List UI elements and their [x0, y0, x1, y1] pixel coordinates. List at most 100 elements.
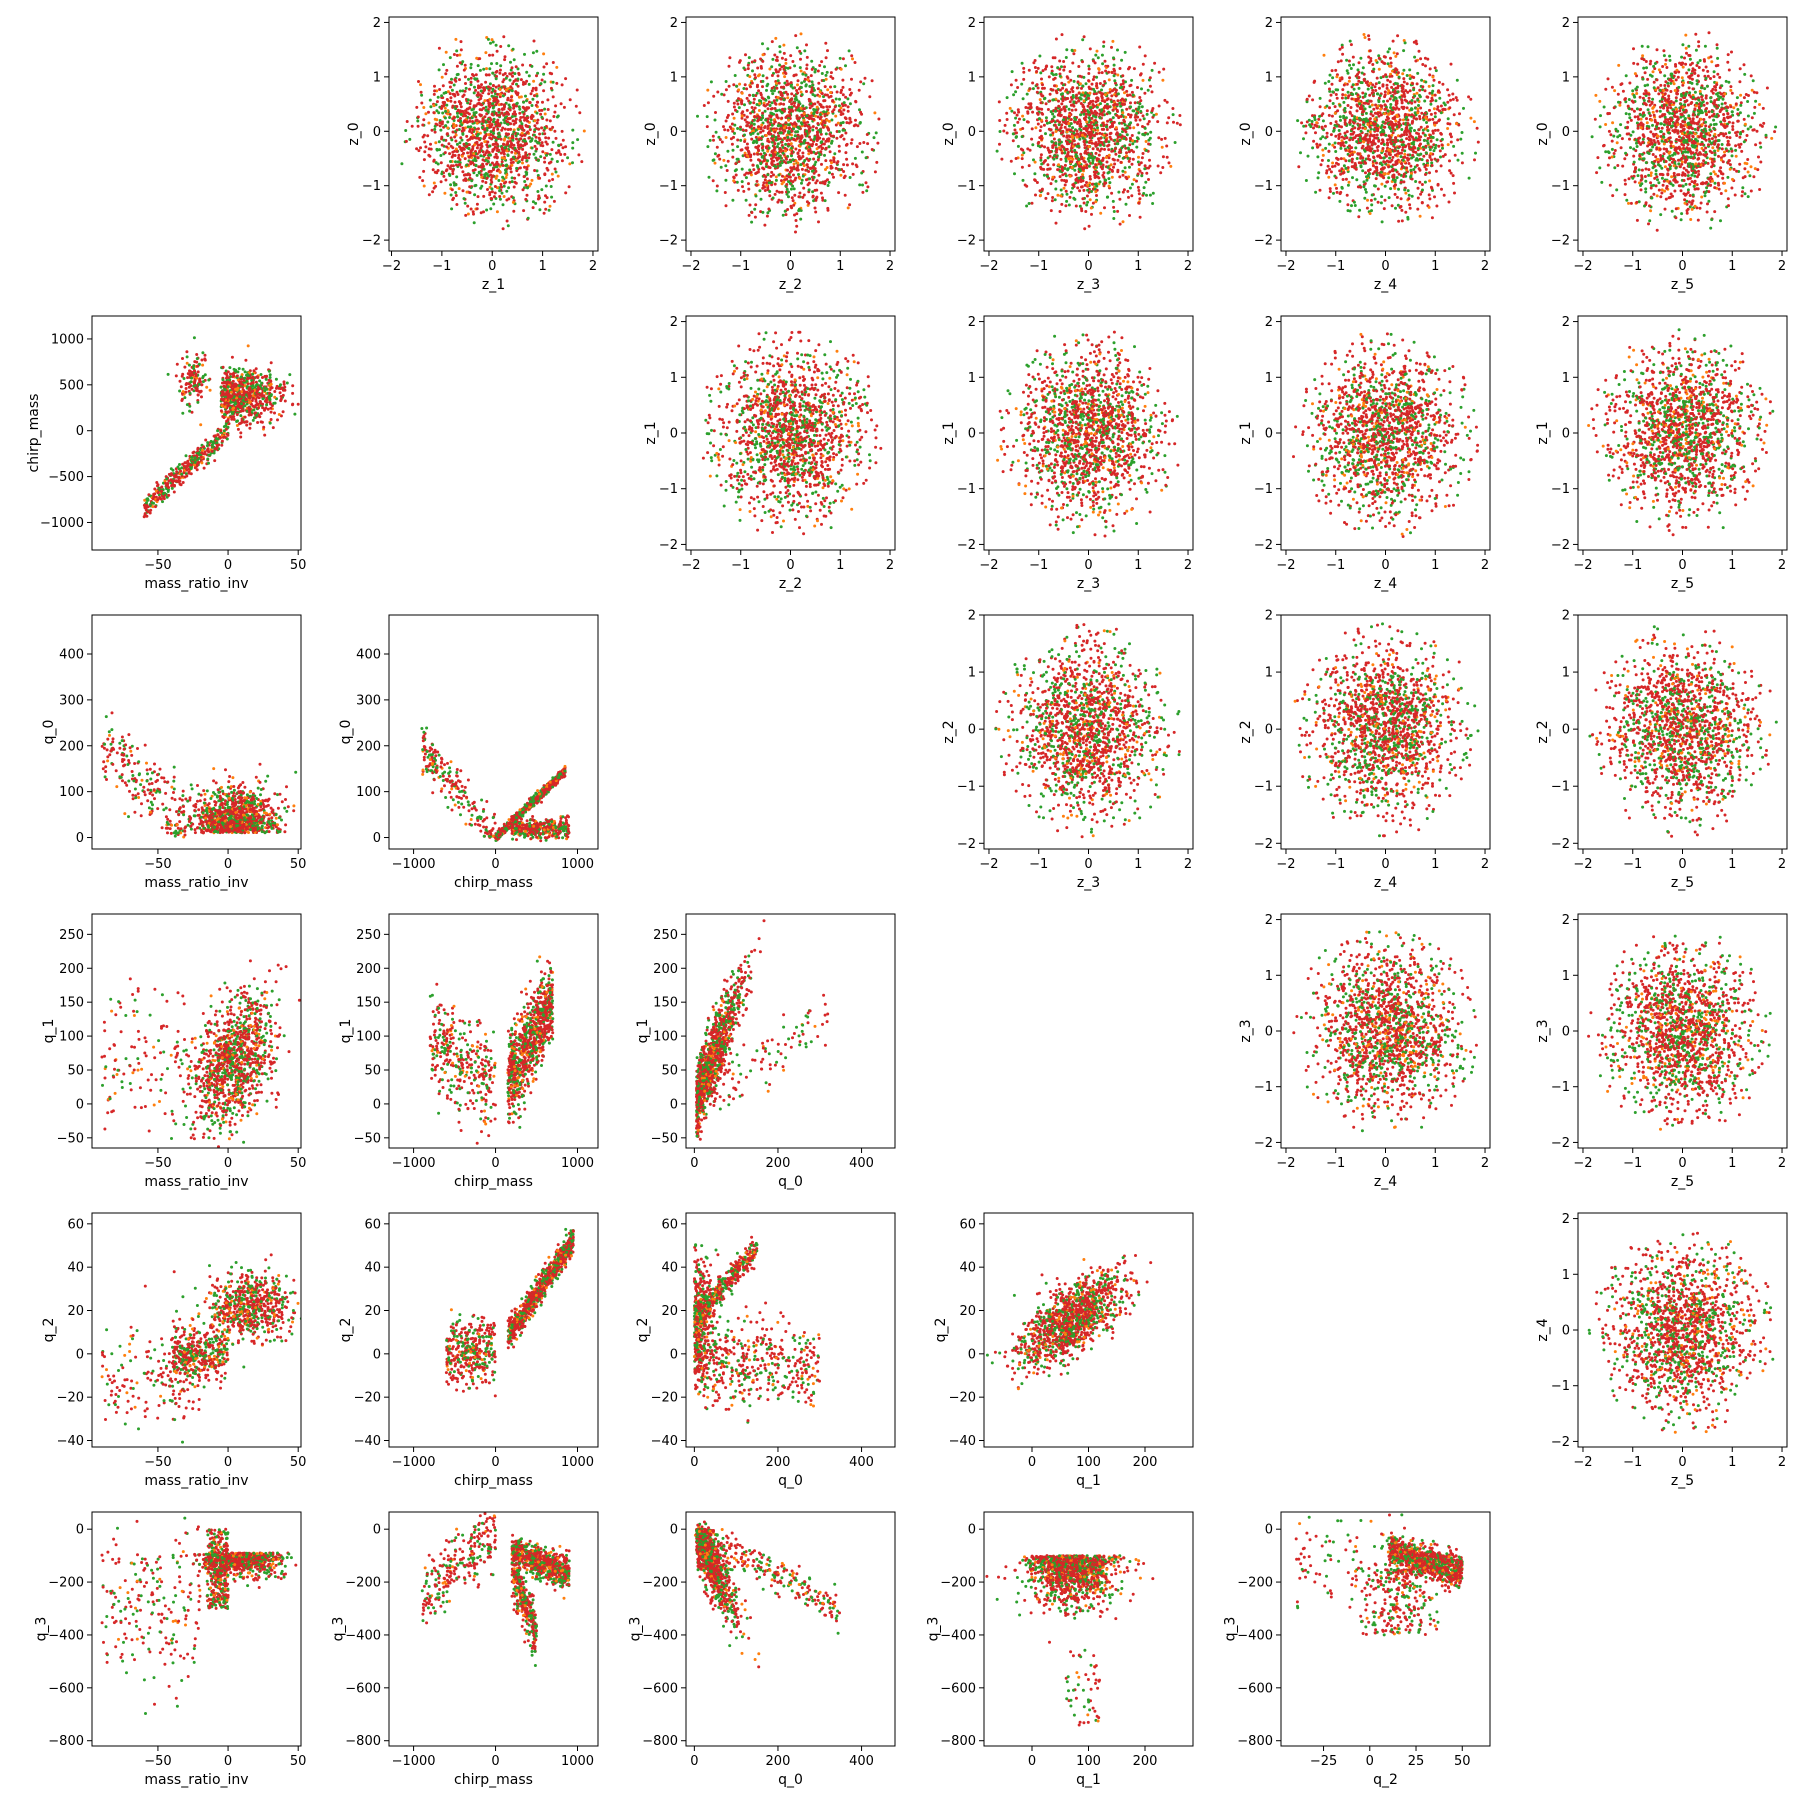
data-point [793, 213, 796, 217]
data-point [790, 105, 794, 109]
data-point [548, 204, 552, 208]
data-point [474, 88, 478, 92]
data-point [459, 117, 462, 120]
data-point [526, 216, 530, 220]
data-point [486, 140, 490, 144]
data-point [502, 195, 506, 198]
data-point [830, 161, 833, 165]
data-point [796, 161, 800, 165]
data-point [766, 124, 770, 128]
data-point [1019, 147, 1023, 151]
data-point [461, 129, 465, 133]
data-point [1095, 194, 1098, 197]
data-point [504, 164, 508, 168]
data-point [523, 165, 526, 169]
data-point [498, 113, 501, 117]
data-point [749, 85, 752, 89]
data-point [1037, 117, 1041, 121]
data-point [460, 154, 464, 158]
data-point [469, 80, 473, 84]
data-point [494, 103, 498, 107]
data-point [473, 184, 477, 188]
data-point [824, 41, 828, 45]
data-point [1102, 109, 1106, 113]
data-point [1418, 168, 1422, 172]
data-point [706, 145, 710, 149]
data-point [1112, 56, 1115, 60]
data-point [824, 77, 828, 81]
data-point [790, 206, 794, 210]
data-point [1059, 188, 1063, 192]
data-point [453, 154, 457, 157]
data-point [496, 127, 500, 131]
data-point [848, 203, 852, 207]
data-point [462, 151, 465, 155]
data-point [1025, 92, 1029, 96]
data-point [813, 94, 817, 98]
data-point [837, 130, 841, 133]
data-point [839, 106, 843, 110]
data-point [755, 91, 759, 95]
data-point [1014, 116, 1018, 120]
data-point [1333, 183, 1337, 187]
data-point [1341, 178, 1345, 181]
data-point [787, 190, 790, 194]
data-point [496, 135, 500, 139]
data-point [822, 79, 826, 82]
data-point [815, 188, 819, 192]
data-point [494, 142, 498, 146]
data-point [1101, 62, 1105, 66]
data-point [479, 186, 483, 190]
data-point [826, 206, 830, 210]
data-point [506, 128, 510, 131]
data-point [1070, 166, 1074, 169]
data-point [1000, 157, 1004, 161]
data-point [562, 105, 566, 109]
data-point [785, 187, 789, 191]
data-point [1139, 99, 1143, 103]
data-point [750, 106, 754, 109]
data-point [821, 146, 825, 150]
data-point [458, 141, 462, 145]
data-point [779, 97, 783, 101]
data-point [534, 156, 538, 160]
data-point [807, 152, 811, 156]
data-point [761, 166, 765, 170]
data-point [832, 175, 835, 179]
data-point [1067, 203, 1071, 207]
data-point [538, 208, 542, 212]
data-point [754, 76, 757, 80]
data-point [752, 168, 756, 172]
data-point [473, 155, 477, 158]
data-point [1093, 134, 1096, 138]
data-point [1050, 199, 1054, 203]
data-point [530, 137, 534, 141]
data-point [463, 126, 467, 130]
data-point [524, 197, 528, 201]
data-point [1076, 80, 1080, 84]
data-point [564, 77, 568, 81]
data-point [755, 141, 759, 144]
data-point [478, 102, 482, 106]
data-point [1304, 179, 1308, 182]
data-point [851, 172, 855, 176]
data-point [504, 180, 508, 184]
data-point [486, 99, 490, 102]
data-point [826, 88, 830, 92]
data-point [771, 138, 775, 142]
data-point [805, 129, 809, 133]
data-point [809, 151, 813, 155]
data-point [756, 83, 759, 87]
data-point [460, 165, 463, 169]
data-point [767, 100, 771, 104]
data-point [1020, 135, 1024, 139]
data-point [810, 144, 814, 148]
data-point [1117, 150, 1121, 154]
data-point [759, 99, 763, 103]
data-point [803, 77, 807, 81]
data-point [555, 151, 558, 155]
data-point [1058, 169, 1062, 173]
data-point [433, 127, 437, 131]
data-point [498, 88, 502, 91]
